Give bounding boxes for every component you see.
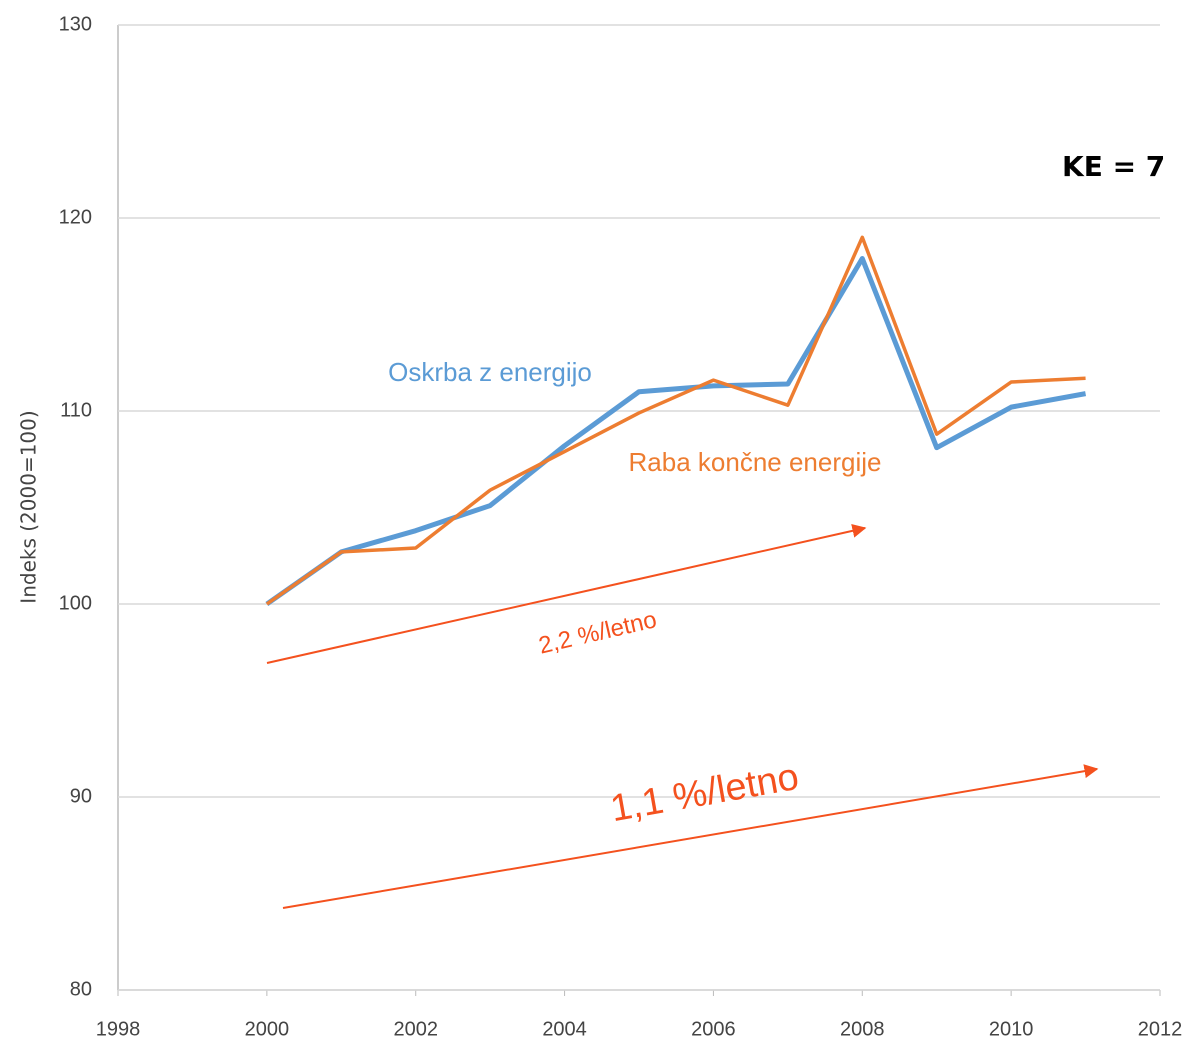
series-label: Raba končne energije (629, 447, 882, 477)
y-axis-label: Indeks (2000=100) (17, 410, 41, 603)
y-tick-label: 120 (59, 206, 92, 228)
x-tick-label: 1998 (96, 1018, 141, 1040)
x-tick-label: 2006 (691, 1018, 736, 1040)
x-tick-label: 2000 (245, 1018, 290, 1040)
trend-arrow (282, 764, 1099, 909)
series-line (265, 256, 1087, 607)
x-tick-label: 2008 (840, 1018, 885, 1040)
series-label: Oskrba z energijo (388, 357, 592, 387)
x-tick-label: 2002 (393, 1018, 438, 1040)
x-tick-label: 2004 (542, 1018, 587, 1040)
trend-label: 2,2 %/letno (536, 606, 659, 659)
y-tick-label: 90 (70, 785, 92, 807)
x-tick-label: 2012 (1138, 1018, 1183, 1040)
y-tick-label: 80 (70, 978, 92, 1000)
trend-label: 1,1 %/letno (607, 756, 802, 830)
y-tick-label: 110 (60, 399, 92, 421)
annotation: KE = 7 (1062, 150, 1165, 183)
y-tick-label: 100 (59, 592, 92, 614)
y-tick-label: 130 (59, 13, 92, 35)
series-line (265, 235, 1086, 606)
trend-arrow (266, 523, 867, 664)
x-tick-label: 2010 (989, 1018, 1034, 1040)
